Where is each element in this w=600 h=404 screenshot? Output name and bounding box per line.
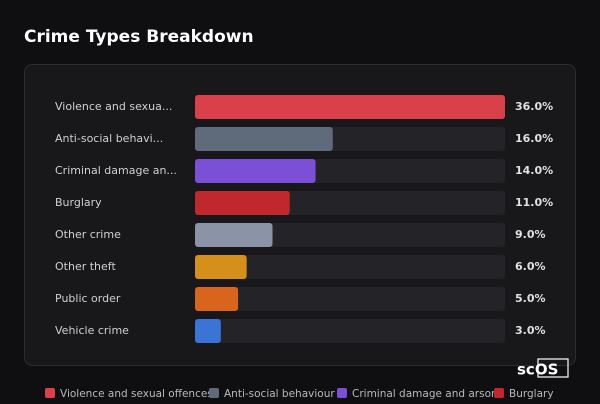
legend-swatch [209, 388, 219, 398]
legend-label: Burglary [509, 388, 554, 400]
bar [195, 319, 221, 343]
legend-swatch [494, 388, 504, 398]
value-label: 5.0% [515, 292, 546, 305]
bar [195, 191, 290, 215]
category-label: Anti-social behavi... [55, 132, 163, 145]
watermark-box [537, 358, 569, 378]
bar-track [195, 287, 505, 311]
bar [195, 223, 273, 247]
chart-title: Crime Types Breakdown [24, 27, 254, 47]
category-label: Violence and sexua... [55, 100, 172, 113]
category-label: Criminal damage an... [55, 164, 177, 177]
value-label: 14.0% [515, 164, 553, 177]
bar [195, 127, 333, 151]
category-label: Burglary [55, 196, 102, 209]
legend-label: Violence and sexual offences [60, 388, 213, 400]
legend-label: Criminal damage and arson [352, 388, 498, 400]
bar [195, 287, 239, 311]
value-label: 16.0% [515, 132, 553, 145]
value-label: 3.0% [515, 324, 546, 337]
legend-label: Anti-social behaviour [224, 388, 335, 400]
category-label: Vehicle crime [55, 324, 129, 337]
legend-swatch [337, 388, 347, 398]
bar-track [195, 319, 505, 343]
bar [195, 95, 505, 119]
bar [195, 159, 316, 183]
value-label: 9.0% [515, 228, 546, 241]
watermark: scOS [517, 361, 558, 379]
value-label: 11.0% [515, 196, 553, 209]
category-label: Other crime [55, 228, 121, 241]
category-label: Other theft [55, 260, 116, 273]
value-label: 36.0% [515, 100, 553, 113]
legend-swatch [45, 388, 55, 398]
value-label: 6.0% [515, 260, 546, 273]
category-label: Public order [55, 292, 121, 305]
bar [195, 255, 247, 279]
bar-track [195, 255, 505, 279]
